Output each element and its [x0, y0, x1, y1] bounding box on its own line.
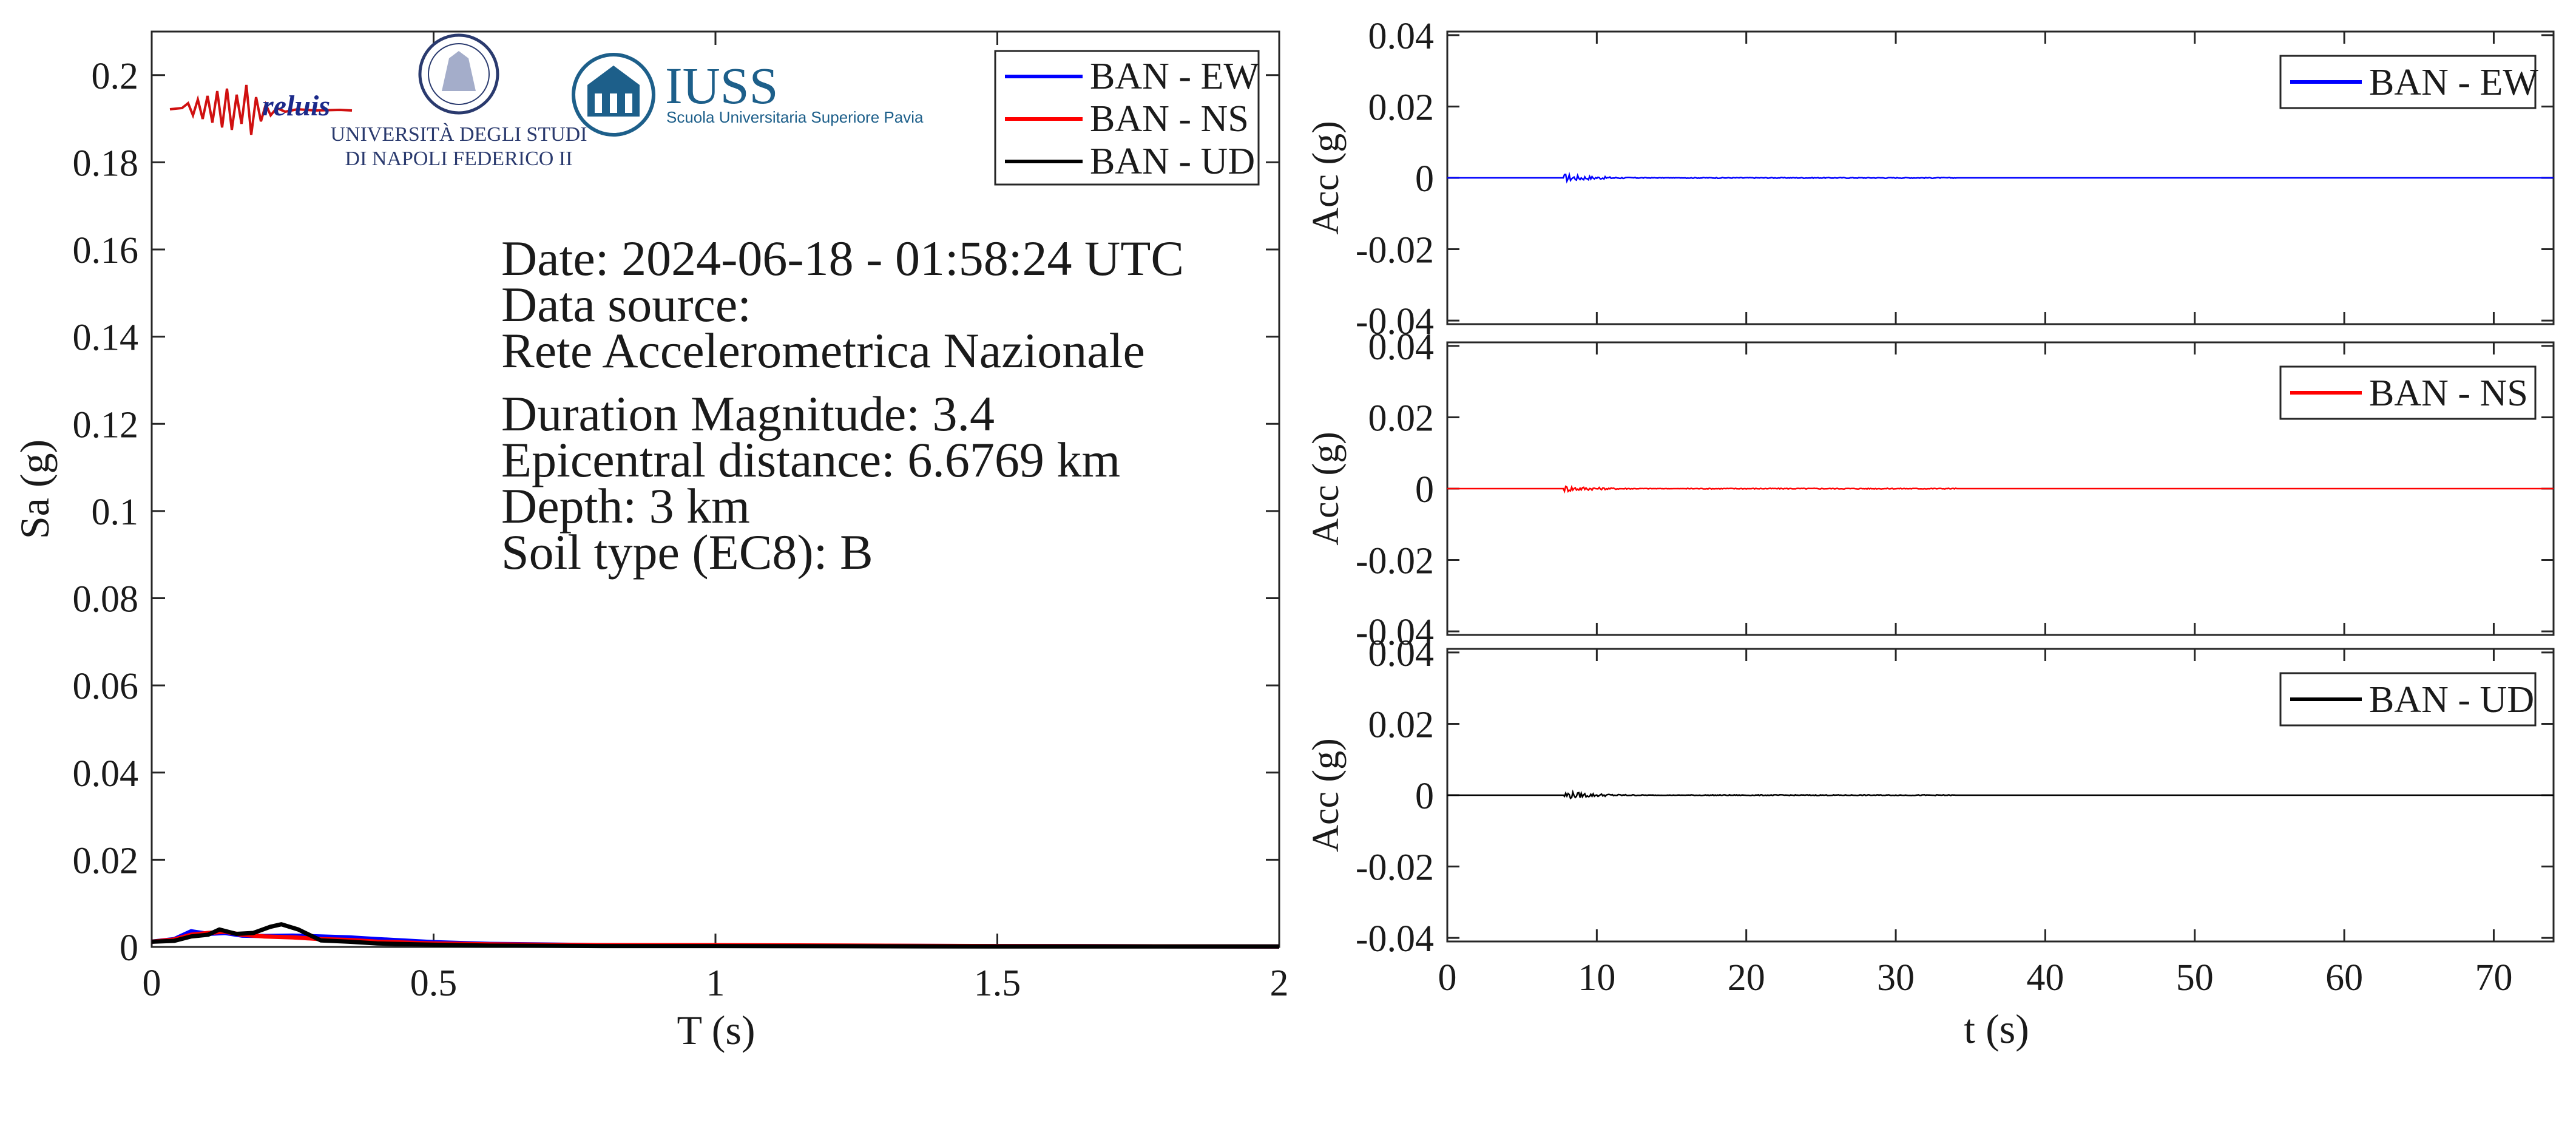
annotation-soil-type: Soil type (EC8): B: [501, 524, 873, 580]
legend-label-ud: BAN - UD: [1090, 141, 1255, 182]
accelerogram-x-tick-label: 20: [1728, 957, 1765, 999]
annotation-data-source-value: Rete Accelerometrica Nazionale: [501, 323, 1145, 378]
spectrum-y-tick-label: 0.04: [73, 753, 139, 795]
accelerogram-y-tick-label: 0.02: [1368, 87, 1435, 128]
spectrum-series-lines: [151, 922, 1280, 949]
legend-label-ew: BAN - EW: [1090, 56, 1259, 97]
accelerogram-y-tick-label: -0.04: [1356, 301, 1434, 342]
spectrum-x-tick-label: 0: [143, 963, 161, 1004]
spectrum-legend: BAN - EW BAN - NS BAN - UD: [994, 50, 1260, 186]
spectrum-y-tick-label: 0.18: [73, 143, 139, 184]
spectrum-y-ticks: 0 0.02 0.04 0.06 0.08 0.1 0.12 0.14 0.16 0.18 0.2: [73, 56, 1279, 969]
accelerogram-y-tick-label: 0: [1415, 469, 1434, 510]
accelerogram-y-tick-label: 0.02: [1368, 704, 1435, 745]
accelerogram-panel-ud: -0.04 -0.02 0 0.02 0.04 0 10 20 30 40 50 60 70 Acc (g…: [1305, 633, 2555, 999]
accelerogram-trace-ns: [1447, 484, 2554, 494]
spectrum-y-tick: 0.12: [73, 404, 1279, 446]
spectrum-y-tick-label: 0.02: [73, 840, 139, 881]
accelerogram-trace-ud: [1447, 789, 2554, 800]
unina-logo-line-1: UNIVERSITÀ DEGLI STUDI: [330, 123, 587, 146]
accelerogram-legend-label: BAN - EW: [2369, 62, 2538, 103]
unina-logo: UNIVERSITÀ DEGLI STUDI DI NAPOLI FEDERIC…: [330, 33, 587, 170]
spectrum-x-axis-label: T (s): [677, 1007, 755, 1053]
legend-label-ns: BAN - NS: [1090, 98, 1249, 140]
accelerogram-y-tick-label: 0: [1415, 158, 1434, 200]
accelerogram-legend-ud: BAN - UD: [2279, 672, 2537, 727]
spectrum-x-tick: 0: [143, 32, 161, 1004]
accelerogram-trace-ew: [1447, 172, 2554, 184]
spectrum-y-tick: 0.18: [73, 143, 1279, 184]
spectrum-y-tick: 0.2: [92, 56, 1279, 97]
accelerogram-legend-label: BAN - NS: [2369, 373, 2528, 414]
accelerogram-y-tick-label: 0.04: [1368, 16, 1435, 57]
spectrum-y-tick-label: 0.2: [92, 56, 139, 97]
spectrum-y-tick-label: 0.1: [92, 492, 139, 533]
spectrum-x-tick-label: 1: [706, 963, 725, 1004]
spectrum-y-axis-label: Sa (g): [12, 439, 58, 539]
spectrum-y-tick-label: 0.16: [73, 230, 139, 271]
spectrum-x-tick-label: 0.5: [410, 963, 458, 1004]
accelerogram-panel-ew: -0.04 -0.02 0 0.02 0.04 Acc (g) BAN - EW: [1305, 16, 2555, 342]
spectrum-y-tick: 0.04: [73, 753, 1279, 795]
spectrum-y-tick-label: 0.14: [73, 317, 139, 359]
accelerogram-x-axis-label: t (s): [1964, 1006, 2029, 1052]
spectrum-y-tick: 0.06: [73, 666, 1279, 707]
accelerogram-y-axis-label: Acc (g): [1305, 738, 1347, 852]
event-info-annotation: Date: 2024-06-18 - 01:58:24 UTC Data sou…: [501, 231, 1184, 580]
iuss-logo-subtitle: Scuola Universitaria Superiore Pavia: [666, 108, 924, 126]
annotation-magnitude: Duration Magnitude: 3.4: [501, 386, 995, 441]
reluis-logo-text: reluis: [262, 90, 330, 122]
spectrum-series-line: [151, 922, 1279, 949]
iuss-logo-title: IUSS: [665, 56, 778, 115]
spectrum-plot: 00.020.040.060.080.10.120.140.160.180.2 …: [12, 30, 1289, 1053]
accelerogram-y-axis-label: Acc (g): [1305, 432, 1347, 546]
accelerogram-y-tick-label: -0.04: [1356, 612, 1434, 653]
accelerogram-y-tick-label: 0.04: [1368, 633, 1435, 674]
spectrum-y-tick-label: 0.08: [73, 579, 139, 620]
reluis-seismogram-icon: [169, 84, 353, 135]
spectrum-y-tick: 0.16: [73, 230, 1279, 271]
spectrum-y-tick: 0.08: [73, 579, 1279, 620]
spectrum-x-tick: 1: [706, 32, 725, 1004]
reluis-logo: reluis: [169, 84, 353, 135]
annotation-date: Date: 2024-06-18 - 01:58:24 UTC: [501, 231, 1184, 286]
spectrum-y-tick-label: 0: [120, 928, 138, 969]
accelerogram-legend-ns: BAN - NS: [2279, 365, 2537, 420]
accelerogram-x-tick-label: 60: [2325, 957, 2363, 999]
accelerogram-y-tick-label: 0.02: [1368, 398, 1435, 439]
accelerogram-x-tick-label: 50: [2176, 957, 2214, 999]
accelerogram-y-tick-label: -0.02: [1356, 230, 1434, 271]
accelerogram-y-tick-label: -0.04: [1356, 918, 1434, 960]
annotation-depth: Depth: 3 km: [501, 478, 750, 534]
spectrum-y-tick-label: 0.12: [73, 404, 139, 446]
accelerogram-legend-ew: BAN - EW: [2279, 55, 2538, 109]
spectrum-y-tick: 0.1: [92, 492, 1279, 533]
annotation-data-source-label: Data source:: [501, 277, 751, 332]
accelerogram-y-tick-label: -0.02: [1356, 541, 1434, 582]
iuss-logo: IUSS Scuola Universitaria Superiore Pavi…: [572, 53, 924, 137]
accelerogram-x-tick-label: 10: [1578, 957, 1615, 999]
accelerogram-x-tick-label: 0: [1438, 957, 1457, 999]
accelerogram-y-axis-label: Acc (g): [1305, 121, 1347, 235]
accelerogram-x-tick-label: 70: [2475, 957, 2512, 999]
unina-logo-line-2: DI NAPOLI FEDERICO II: [345, 148, 573, 170]
spectrum-y-tick: 0.02: [73, 840, 1279, 881]
accelerogram-legend-label: BAN - UD: [2369, 679, 2534, 721]
spectrum-x-tick-label: 2: [1270, 963, 1289, 1004]
accelerogram-x-tick-label: 30: [1877, 957, 1915, 999]
spectrum-x-tick: 2: [1270, 32, 1289, 1004]
spectrum-x-tick-label: 1.5: [974, 963, 1021, 1004]
accelerogram-y-tick-label: 0: [1415, 776, 1434, 817]
accelerogram-panel-ns: -0.04 -0.02 0 0.02 0.04 Acc (g) BAN - NS: [1305, 327, 2555, 653]
spectrum-y-tick: 0.14: [73, 317, 1279, 359]
accelerogram-x-tick-label: 40: [2026, 957, 2064, 999]
accelerogram-y-tick-label: -0.02: [1356, 847, 1434, 889]
spectrum-y-tick-label: 0.06: [73, 666, 139, 707]
accelerogram-y-tick-label: 0.04: [1368, 327, 1435, 368]
iuss-emblem-icon: [572, 53, 655, 137]
annotation-epicentral-distance: Epicentral distance: 6.6769 km: [501, 432, 1120, 487]
